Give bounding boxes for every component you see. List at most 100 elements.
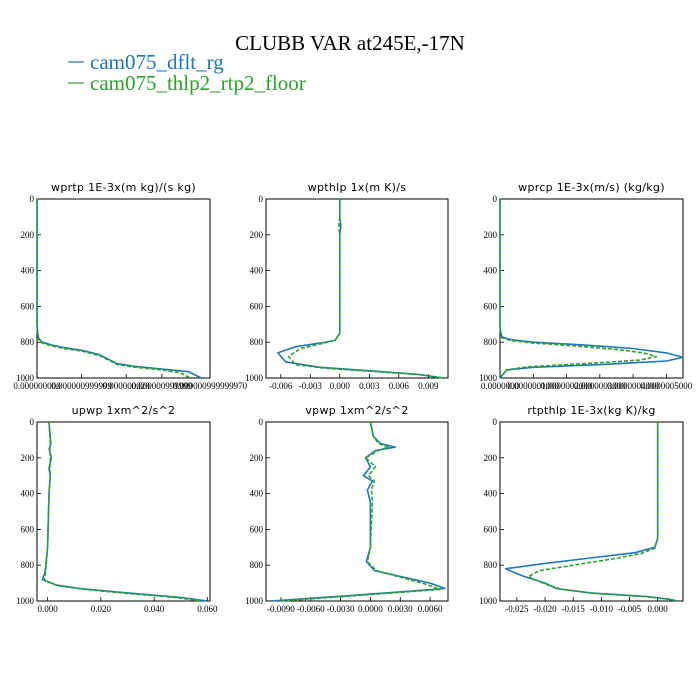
y-tick-label: 200 — [484, 230, 498, 240]
y-tick-label: 1000 — [245, 596, 264, 606]
x-tick-label: -0.020 — [533, 604, 557, 614]
plot-frame — [265, 198, 449, 379]
y-tick-label: 0 — [259, 194, 264, 204]
series-line-dflt — [270, 421, 446, 602]
y-tick-label: 200 — [484, 453, 498, 463]
legend-label-floor: cam075_thlp2_rtp2_floor — [90, 71, 306, 95]
figure-title: CLUBB VAR at245E,-17N — [235, 31, 465, 55]
y-tick-label: 400 — [21, 489, 35, 499]
x-tick-label: -0.015 — [562, 604, 586, 614]
y-tick-label: 400 — [250, 489, 264, 499]
series-line-dflt — [276, 199, 444, 379]
plot-frame — [499, 421, 684, 602]
y-tick-label: 1000 — [479, 596, 498, 606]
series-line-dflt — [504, 422, 678, 602]
plot-frame — [36, 198, 211, 379]
x-tick-label: -0.0060 — [297, 604, 325, 614]
x-tick-label: 0.000 — [38, 604, 59, 614]
x-tick-label: -0.025 — [505, 604, 529, 614]
series-line-dflt — [41, 421, 208, 602]
plot-frame — [36, 421, 211, 602]
x-tick-label: -0.010 — [590, 604, 614, 614]
chart-panel-1: wprtp 1E-3x(m kg)/(s kg) 0 200 400 600 800 100… — [13, 181, 247, 391]
x-tick-label: 0.0000 — [358, 604, 383, 614]
panel-title: vpwp 1xm^2/s^2 — [305, 404, 408, 417]
x-tick-label: -0.006 — [269, 381, 293, 391]
panel-title: wprtp 1E-3x(m kg)/(s kg) — [51, 181, 196, 194]
y-tick-label: 600 — [250, 301, 264, 311]
legend-item-dflt: cam075_dflt_rg — [68, 50, 224, 74]
x-tick-label: 0.000000000 — [13, 381, 61, 391]
x-tick-label: 0.000000999999 — [131, 381, 192, 391]
series-line-dflt — [499, 199, 684, 379]
y-tick-label: 0 — [259, 417, 264, 427]
x-tick-label: -0.0090 — [267, 604, 295, 614]
chart-panel-5: vpwp 1xm^2/s^2 0 200 400 600 800 1000-0.0090 -0… — [245, 404, 449, 614]
x-tick-label: 0.0000002000 — [541, 381, 593, 391]
y-tick-label: 400 — [21, 266, 35, 276]
y-tick-label: 200 — [21, 453, 35, 463]
legend-item-floor: cam075_thlp2_rtp2_floor — [68, 71, 306, 95]
y-tick-label: 0 — [493, 417, 498, 427]
x-tick-label: 0.0000001000 — [507, 381, 559, 391]
x-tick-label: 0.020 — [91, 604, 112, 614]
y-tick-label: 400 — [484, 266, 498, 276]
y-tick-label: 800 — [21, 337, 35, 347]
chart-panel-6: rtpthlp 1E-3x(kg K)/kg02004006008001000-… — [479, 404, 684, 614]
legend: cam075_dflt_rg cam075_thlp2_rtp2_floor — [68, 50, 306, 95]
x-tick-label: 0.060 — [197, 604, 218, 614]
y-tick-label: 200 — [21, 230, 35, 240]
panel-title: wprcp 1E-3x(m/s) (kg/kg) — [518, 181, 665, 194]
x-tick-label: 0.000000999999970 — [173, 381, 248, 391]
y-tick-label: 400 — [484, 489, 498, 499]
y-tick-label: 600 — [484, 301, 498, 311]
x-tick-label: 0.040 — [144, 604, 165, 614]
panel-title: wpthlp 1x(m K)/s — [308, 181, 407, 194]
x-tick-label: 0.009 — [418, 381, 439, 391]
y-tick-label: 600 — [484, 524, 498, 534]
y-tick-label: 800 — [250, 337, 264, 347]
x-tick-label: 0.000 — [648, 604, 669, 614]
x-tick-label: 0.006 — [389, 381, 410, 391]
y-tick-label: 600 — [21, 301, 35, 311]
x-tick-label: 0.000 — [330, 381, 351, 391]
panel-title: upwp 1xm^2/s^2 — [72, 404, 176, 417]
y-tick-label: 800 — [250, 560, 264, 570]
y-tick-label: 1000 — [16, 373, 35, 383]
series-line-floor — [499, 199, 658, 379]
y-tick-label: 0 — [30, 194, 35, 204]
panel-title: rtpthlp 1E-3x(kg K)/kg — [527, 404, 655, 417]
x-tick-label: 0.0000000 — [481, 381, 520, 391]
x-tick-label: 0.0030 — [388, 604, 413, 614]
y-tick-label: 400 — [250, 266, 264, 276]
series-line-floor — [36, 199, 191, 379]
y-tick-label: 200 — [250, 230, 264, 240]
y-tick-label: 800 — [484, 560, 498, 570]
x-tick-label: 0.000000020 — [103, 381, 151, 391]
y-tick-label: 800 — [21, 560, 35, 570]
y-tick-label: 600 — [21, 524, 35, 534]
y-tick-label: 0 — [30, 417, 35, 427]
x-tick-label: 0.0000003000 — [574, 381, 626, 391]
y-tick-label: 1000 — [16, 596, 35, 606]
chart-panel-2: wpthlp 1x(m K)/s 0 200 400 600 800 1000 -0.006-… — [245, 181, 449, 391]
x-tick-label: -0.003 — [299, 381, 323, 391]
x-tick-label: 0.000000999999 — [51, 381, 112, 391]
chart-panel-3: wprcp 1E-3x(m/s) (kg/kg) 0 200 400 600 800 100… — [479, 181, 693, 391]
x-tick-label: 0.0060 — [418, 604, 443, 614]
y-tick-label: 200 — [250, 453, 264, 463]
series-line-floor — [280, 421, 441, 602]
series-line-dflt — [36, 199, 202, 379]
x-tick-label: 0.0000004000 — [607, 381, 659, 391]
x-tick-label: 0.0000005000 — [640, 381, 692, 391]
x-tick-label: -0.005 — [618, 604, 642, 614]
y-tick-label: 800 — [484, 337, 498, 347]
y-tick-label: 0 — [493, 194, 498, 204]
plot-frame — [265, 421, 449, 602]
y-tick-label: 600 — [250, 524, 264, 534]
x-tick-label: 0.003 — [359, 381, 380, 391]
y-tick-label: 1000 — [479, 373, 498, 383]
panels: wprtp 1E-3x(m kg)/(s kg) 0 200 400 600 800 100… — [13, 181, 692, 614]
